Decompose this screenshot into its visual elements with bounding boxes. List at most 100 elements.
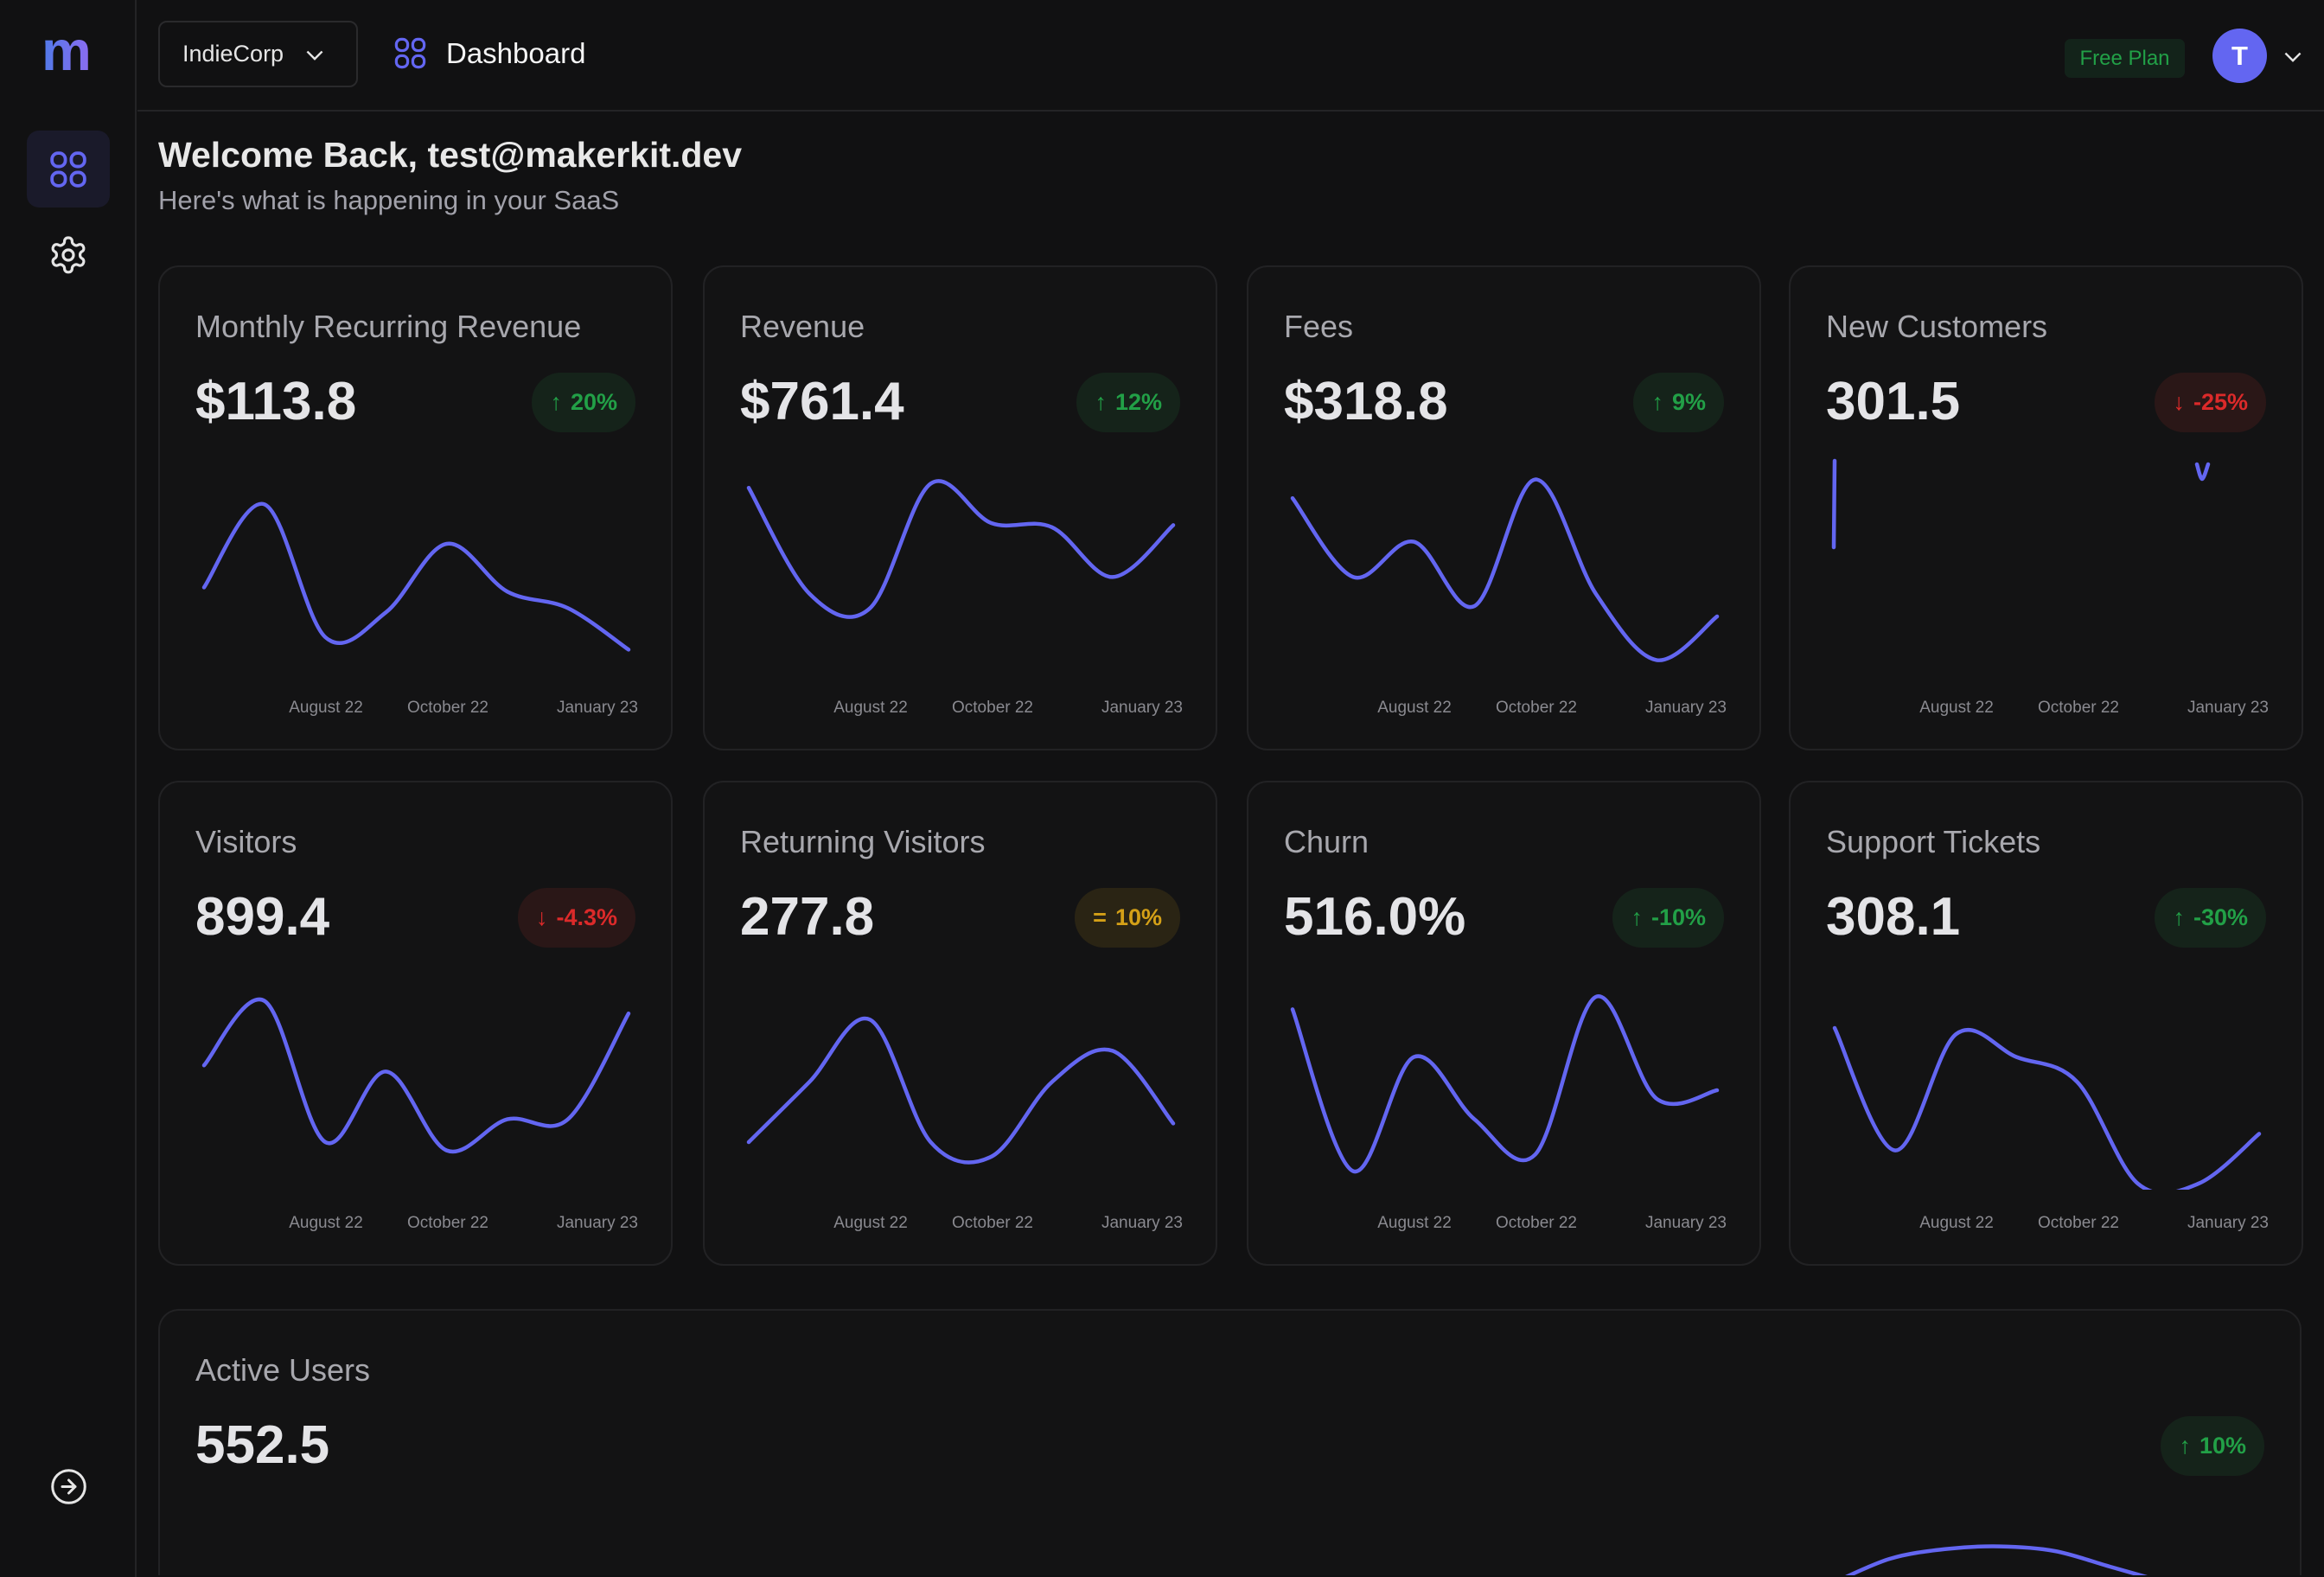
x-axis-label: August 22 [1377, 699, 1452, 717]
card-title: Returning Visitors [740, 824, 986, 859]
metric-card-returning-visitors: Returning Visitors 277.8 = 10% August 22 Oc… [703, 781, 1217, 1266]
x-axis-label: August 22 [833, 1214, 908, 1232]
metric-card-visitors: Visitors 899.4 ↓ -4.3% August 22 October 22… [158, 781, 673, 1266]
organization-selector[interactable]: IndieCorp [158, 21, 358, 87]
card-value: 277.8 [740, 887, 875, 947]
trend-badge: ↑ 9% [1633, 373, 1724, 432]
metric-card-active-users: Active Users 552.5 ↑ 10% [158, 1309, 2302, 1575]
x-axis-label: January 23 [1644, 699, 1727, 717]
card-title: Churn [1284, 824, 1370, 859]
arrow-right-circle-icon [51, 1469, 86, 1504]
x-axis-label: October 22 [952, 699, 1033, 717]
sparkline-chart [1832, 1025, 2262, 1190]
top-header: IndieCorp Dashboard Free Plan T [137, 0, 2324, 112]
sparkline-chart [201, 501, 631, 652]
x-axis-label: January 23 [556, 699, 639, 717]
logo[interactable]: m [42, 19, 92, 82]
x-axis-label: August 22 [1919, 1214, 1994, 1232]
x-axis-label: August 22 [1377, 1214, 1452, 1232]
series-line [1290, 994, 1720, 1173]
x-axis-label: October 22 [407, 1214, 488, 1232]
card-title: Revenue [740, 309, 865, 344]
x-axis-label: January 23 [1101, 699, 1184, 717]
metric-card-fees: Fees $318.8 ↑ 9% August 22 October 22 Januar… [1247, 265, 1761, 750]
trend-flat-icon: = [1093, 904, 1107, 930]
trend-badge: ↑ 20% [532, 373, 635, 432]
x-axis-label: October 22 [1496, 1214, 1577, 1232]
x-axis-label: January 23 [1101, 1214, 1184, 1232]
card-value: 552.5 [195, 1415, 330, 1475]
series-line [746, 479, 1176, 619]
sparkline-chart [1290, 994, 1720, 1173]
collapse-sidebar-button[interactable] [49, 1467, 88, 1506]
x-axis-label: January 23 [1644, 1214, 1727, 1232]
sparkline-chart [1831, 458, 2211, 550]
trend-badge: ↑ -10% [1612, 888, 1724, 948]
sidebar-item-settings[interactable] [48, 234, 89, 276]
grid-icon [50, 150, 86, 188]
metric-card-revenue: Revenue $761.4 ↑ 12% August 22 October 22 Ja… [703, 265, 1217, 750]
x-axis-label: October 22 [1496, 699, 1577, 717]
x-axis-label: October 22 [407, 699, 488, 717]
card-title: New Customers [1826, 309, 2048, 344]
sparkline-chart [746, 479, 1176, 619]
trend-badge: ↑ 12% [1076, 373, 1180, 432]
gear-icon [51, 236, 86, 274]
x-axis-label: August 22 [1919, 699, 1994, 717]
x-axis-label: October 22 [2038, 699, 2119, 717]
card-value: 308.1 [1826, 887, 1961, 947]
trend-up-icon: ↑ [1631, 904, 1643, 930]
welcome-title: Welcome Back, test@makerkit.dev [158, 135, 743, 175]
trend-value: -30% [2193, 904, 2248, 930]
welcome-subtitle: Here's what is happening in your SaaS [158, 185, 620, 215]
trend-value: -10% [1650, 904, 1706, 930]
trend-badge: ↑ 10% [2161, 1416, 2264, 1476]
chevron-down-icon [306, 50, 323, 61]
organization-name: IndieCorp [182, 41, 284, 67]
card-title: Visitors [195, 824, 297, 859]
trend-value: 10% [2199, 1433, 2246, 1459]
series-line [2194, 462, 2211, 482]
x-axis-label: October 22 [952, 1214, 1033, 1232]
card-title: Active Users [195, 1352, 371, 1388]
card-value: $761.4 [740, 372, 904, 431]
x-axis-label: October 22 [2038, 1214, 2119, 1232]
page-title: Dashboard [446, 36, 586, 69]
chevron-down-icon[interactable] [2282, 46, 2303, 67]
sidebar-item-dashboard[interactable] [27, 131, 110, 208]
sparkline-chart [1845, 1544, 2148, 1575]
plan-badge: Free Plan [2065, 39, 2185, 78]
card-value: 301.5 [1826, 372, 1961, 431]
breadcrumb: Dashboard [393, 35, 585, 71]
trend-badge: ↓ -25% [2155, 373, 2266, 432]
x-axis-label: August 22 [833, 699, 908, 717]
trend-up-icon: ↑ [2173, 904, 2185, 930]
trend-up-icon: ↑ [550, 389, 562, 415]
card-title: Monthly Recurring Revenue [195, 309, 582, 344]
series-line [1831, 458, 1837, 550]
metric-card-monthly-recurring-revenue: Monthly Recurring Revenue $113.8 ↑ 20% Aug… [158, 265, 673, 750]
series-line [1832, 1025, 2262, 1190]
x-axis-label: January 23 [2187, 699, 2270, 717]
series-line [201, 501, 631, 652]
metric-card-churn: Churn 516.0% ↑ -10% August 22 October 22 Jan… [1247, 781, 1761, 1266]
grid-icon [394, 37, 426, 69]
sparkline-chart [746, 1016, 1176, 1165]
trend-badge: = 10% [1075, 888, 1180, 948]
series-line [1290, 477, 1720, 662]
x-axis-label: January 23 [556, 1214, 639, 1232]
x-axis-label: January 23 [2187, 1214, 2270, 1232]
sparkline-chart [201, 997, 631, 1154]
avatar[interactable]: T [2212, 29, 2267, 83]
series-line [201, 997, 631, 1154]
trend-value: 12% [1114, 389, 1162, 415]
card-title: Fees [1284, 309, 1354, 344]
trend-value: 10% [1114, 904, 1162, 930]
trend-down-icon: ↓ [535, 904, 548, 930]
trend-value: 9% [1671, 389, 1706, 415]
card-value: $318.8 [1284, 372, 1448, 431]
trend-up-icon: ↑ [1651, 389, 1663, 415]
trend-value: -25% [2193, 389, 2248, 415]
sparkline-chart [1290, 477, 1720, 662]
